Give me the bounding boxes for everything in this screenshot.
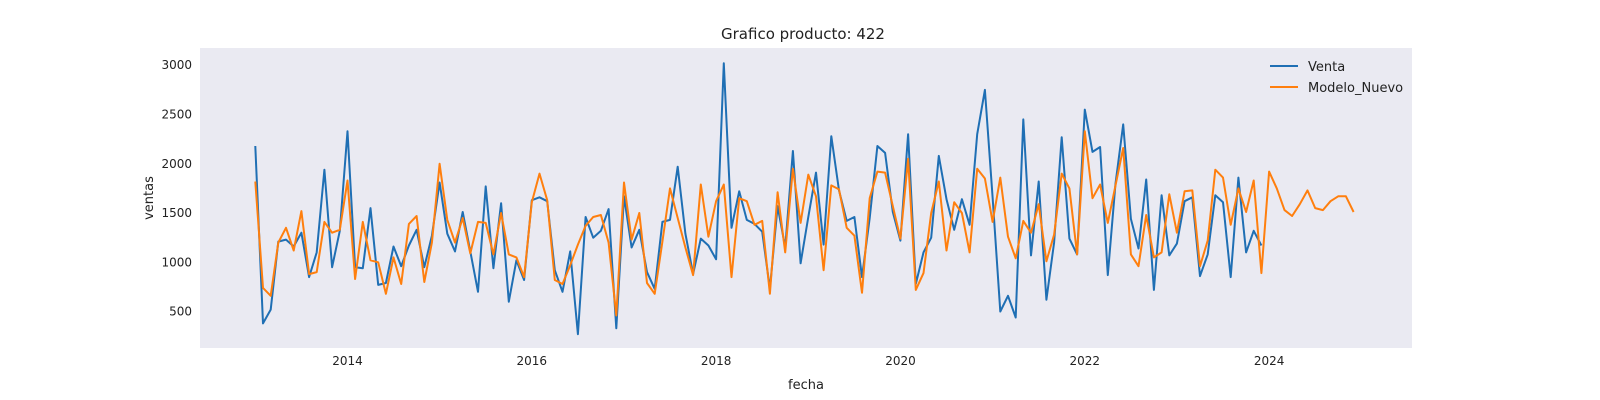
y-tick-label: 1500	[161, 206, 192, 220]
plot-area	[200, 48, 1412, 348]
x-axis: 2014 2016 2018 2020 2022 2024	[332, 354, 1284, 368]
y-tick-label: 1000	[161, 255, 192, 269]
y-axis: 500 1000 1500 2000 2500 3000	[161, 58, 192, 318]
x-tick-label: 2014	[332, 354, 363, 368]
y-tick-label: 3000	[161, 58, 192, 72]
series-line	[254, 62, 1263, 336]
plot-lines	[254, 62, 1355, 336]
y-axis-label: ventas	[142, 176, 157, 220]
legend-label: Venta	[1308, 60, 1345, 75]
y-tick-label: 2500	[161, 108, 192, 122]
y-tick-label: 2000	[161, 157, 192, 171]
series-line	[254, 130, 1355, 317]
x-tick-label: 2018	[701, 354, 732, 368]
legend: Venta Modelo_Nuevo	[1270, 60, 1403, 96]
x-tick-label: 2016	[517, 354, 548, 368]
legend-label: Modelo_Nuevo	[1308, 81, 1403, 96]
chart-title: Grafico producto: 422	[721, 25, 885, 43]
x-tick-label: 2022	[1070, 354, 1101, 368]
y-tick-label: 500	[169, 305, 192, 319]
x-axis-label: fecha	[788, 378, 824, 393]
x-tick-label: 2024	[1254, 354, 1285, 368]
x-tick-label: 2020	[885, 354, 916, 368]
